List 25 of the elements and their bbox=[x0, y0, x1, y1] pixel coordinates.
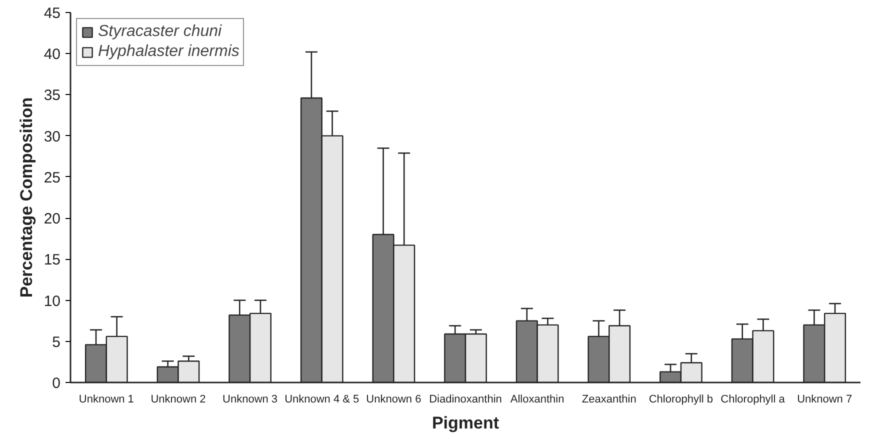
x-tick-label: Zeaxanthin bbox=[582, 394, 636, 406]
x-tick-label: Unknown 6 bbox=[366, 394, 422, 406]
y-tick-label: 20 bbox=[44, 210, 61, 228]
y-tick-label: 15 bbox=[44, 252, 61, 269]
y-tick-label: 0 bbox=[52, 375, 60, 392]
legend-label: Hyphalaster inermis bbox=[98, 43, 240, 61]
x-tick-label: Alloxanthin bbox=[510, 394, 564, 406]
x-tick-label: Unknown 2 bbox=[150, 394, 206, 406]
y-tick-label: 35 bbox=[44, 87, 61, 104]
y-tick-label: 45 bbox=[44, 5, 61, 22]
x-tick-label: Unknown 1 bbox=[78, 394, 134, 406]
y-tick-label: 40 bbox=[44, 46, 61, 64]
x-tick-label: Chlorophyll a bbox=[720, 394, 786, 406]
y-tick-label: 5 bbox=[52, 334, 60, 351]
y-tick-label: 30 bbox=[44, 128, 61, 146]
x-axis-title: Pigment bbox=[432, 414, 500, 432]
x-tick-label: Unknown 4 & 5 bbox=[284, 394, 360, 406]
legend-label: Styracaster chuni bbox=[98, 23, 222, 41]
y-tick-label: 10 bbox=[44, 292, 61, 310]
x-tick-label: Unknown 3 bbox=[222, 394, 278, 406]
x-tick-label: Diadinoxanthin bbox=[429, 394, 502, 406]
x-tick-label: Chlorophyll b bbox=[648, 394, 714, 406]
y-tick-label: 25 bbox=[44, 169, 61, 186]
y-axis-title: Percentage Composition bbox=[16, 97, 36, 298]
x-tick-label: Unknown 7 bbox=[797, 394, 852, 406]
